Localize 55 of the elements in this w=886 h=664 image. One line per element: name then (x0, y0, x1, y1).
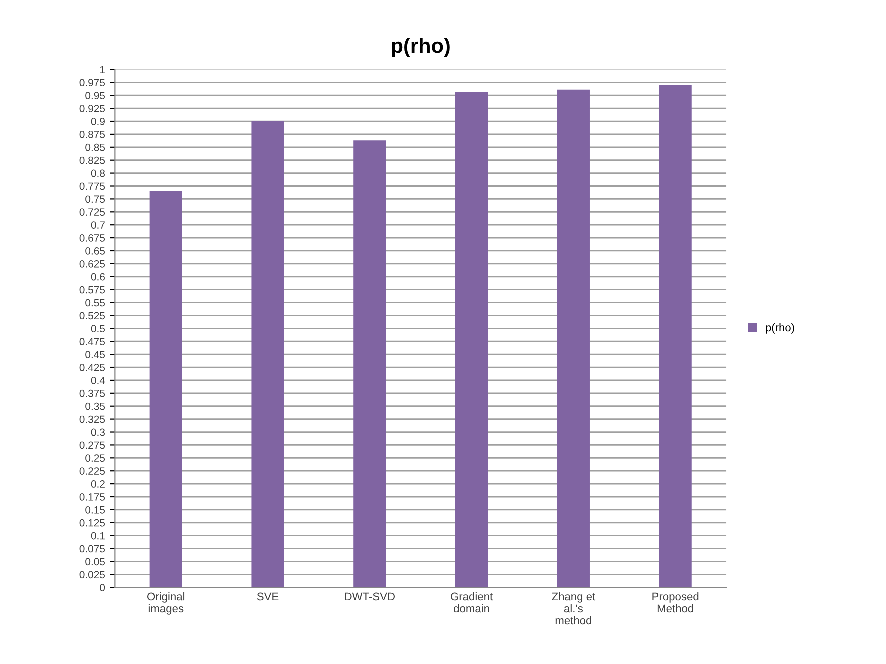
y-tick-label: 0.325 (80, 416, 106, 424)
y-tick-label: 0.15 (86, 506, 106, 514)
bar (557, 90, 590, 588)
y-tick-label: 0.025 (80, 571, 106, 579)
y-tick-label: 0.8 (91, 170, 106, 178)
y-tick-label: 0.475 (80, 338, 106, 346)
y-tick-label: 0.675 (80, 234, 106, 242)
y-tick-label: 0.125 (80, 519, 106, 527)
y-tick-label: 0.725 (80, 208, 106, 216)
y-tick-label: 0.3 (91, 428, 105, 436)
x-tick-label: SVE (257, 592, 279, 601)
y-tick-label: 0.5 (91, 325, 106, 333)
y-tick-label: 0.9 (91, 118, 105, 126)
y-tick-label: 0.7 (91, 222, 105, 229)
y-tick-label: 0.175 (80, 494, 106, 501)
y-tick-label: 0.6 (91, 273, 105, 281)
y-tick-label: 0.65 (86, 247, 106, 255)
y-tick-label: 0.875 (80, 130, 106, 138)
y-tick-label: 0.575 (80, 286, 106, 294)
bar (252, 122, 284, 588)
bar (150, 191, 182, 588)
y-tick-label: 0 (100, 584, 106, 592)
y-tick-label: 0.4 (91, 376, 106, 384)
bar (354, 140, 386, 588)
y-tick-label: 0.625 (80, 260, 106, 268)
legend-label: p(rho) (766, 324, 794, 334)
y-tick-label: 0.75 (86, 196, 106, 204)
bar (659, 85, 692, 588)
y-tick-label: 0.05 (86, 558, 106, 566)
y-tick-label: 0.95 (86, 92, 106, 100)
y-tick-label: 0.375 (80, 390, 106, 398)
y-tick-label: 0.775 (80, 182, 106, 190)
y-tick-label: 0.425 (80, 364, 106, 372)
y-tick-label: 0.55 (86, 299, 106, 307)
y-tick-label: 0.075 (80, 545, 106, 553)
y-tick-label: 0.2 (91, 480, 105, 488)
y-tick-label: 0.45 (86, 351, 106, 358)
y-tick-label: 0.975 (80, 79, 106, 87)
y-tick-label: 1 (100, 66, 105, 74)
y-tick-label: 0.825 (80, 156, 106, 164)
y-tick-label: 0.525 (80, 312, 106, 320)
x-tick-label: Zhang et al.'s method (552, 592, 596, 625)
y-tick-label: 0.925 (80, 105, 106, 112)
x-tick-label: DWT-SVD (345, 592, 395, 601)
x-tick-label: Gradient domain (451, 592, 494, 613)
y-tick-label: 0.25 (86, 454, 106, 462)
y-tick-label: 0.275 (80, 442, 106, 450)
x-tick-label: Proposed Method (652, 592, 699, 613)
bar (455, 92, 488, 588)
y-tick-label: 0.35 (86, 402, 106, 410)
y-tick-label: 0.225 (80, 468, 106, 475)
x-tick-label: Original images (148, 592, 185, 615)
chart-title: p(rho) (392, 38, 450, 58)
y-tick-label: 0.85 (86, 144, 106, 152)
y-tick-label: 0.1 (91, 532, 105, 540)
